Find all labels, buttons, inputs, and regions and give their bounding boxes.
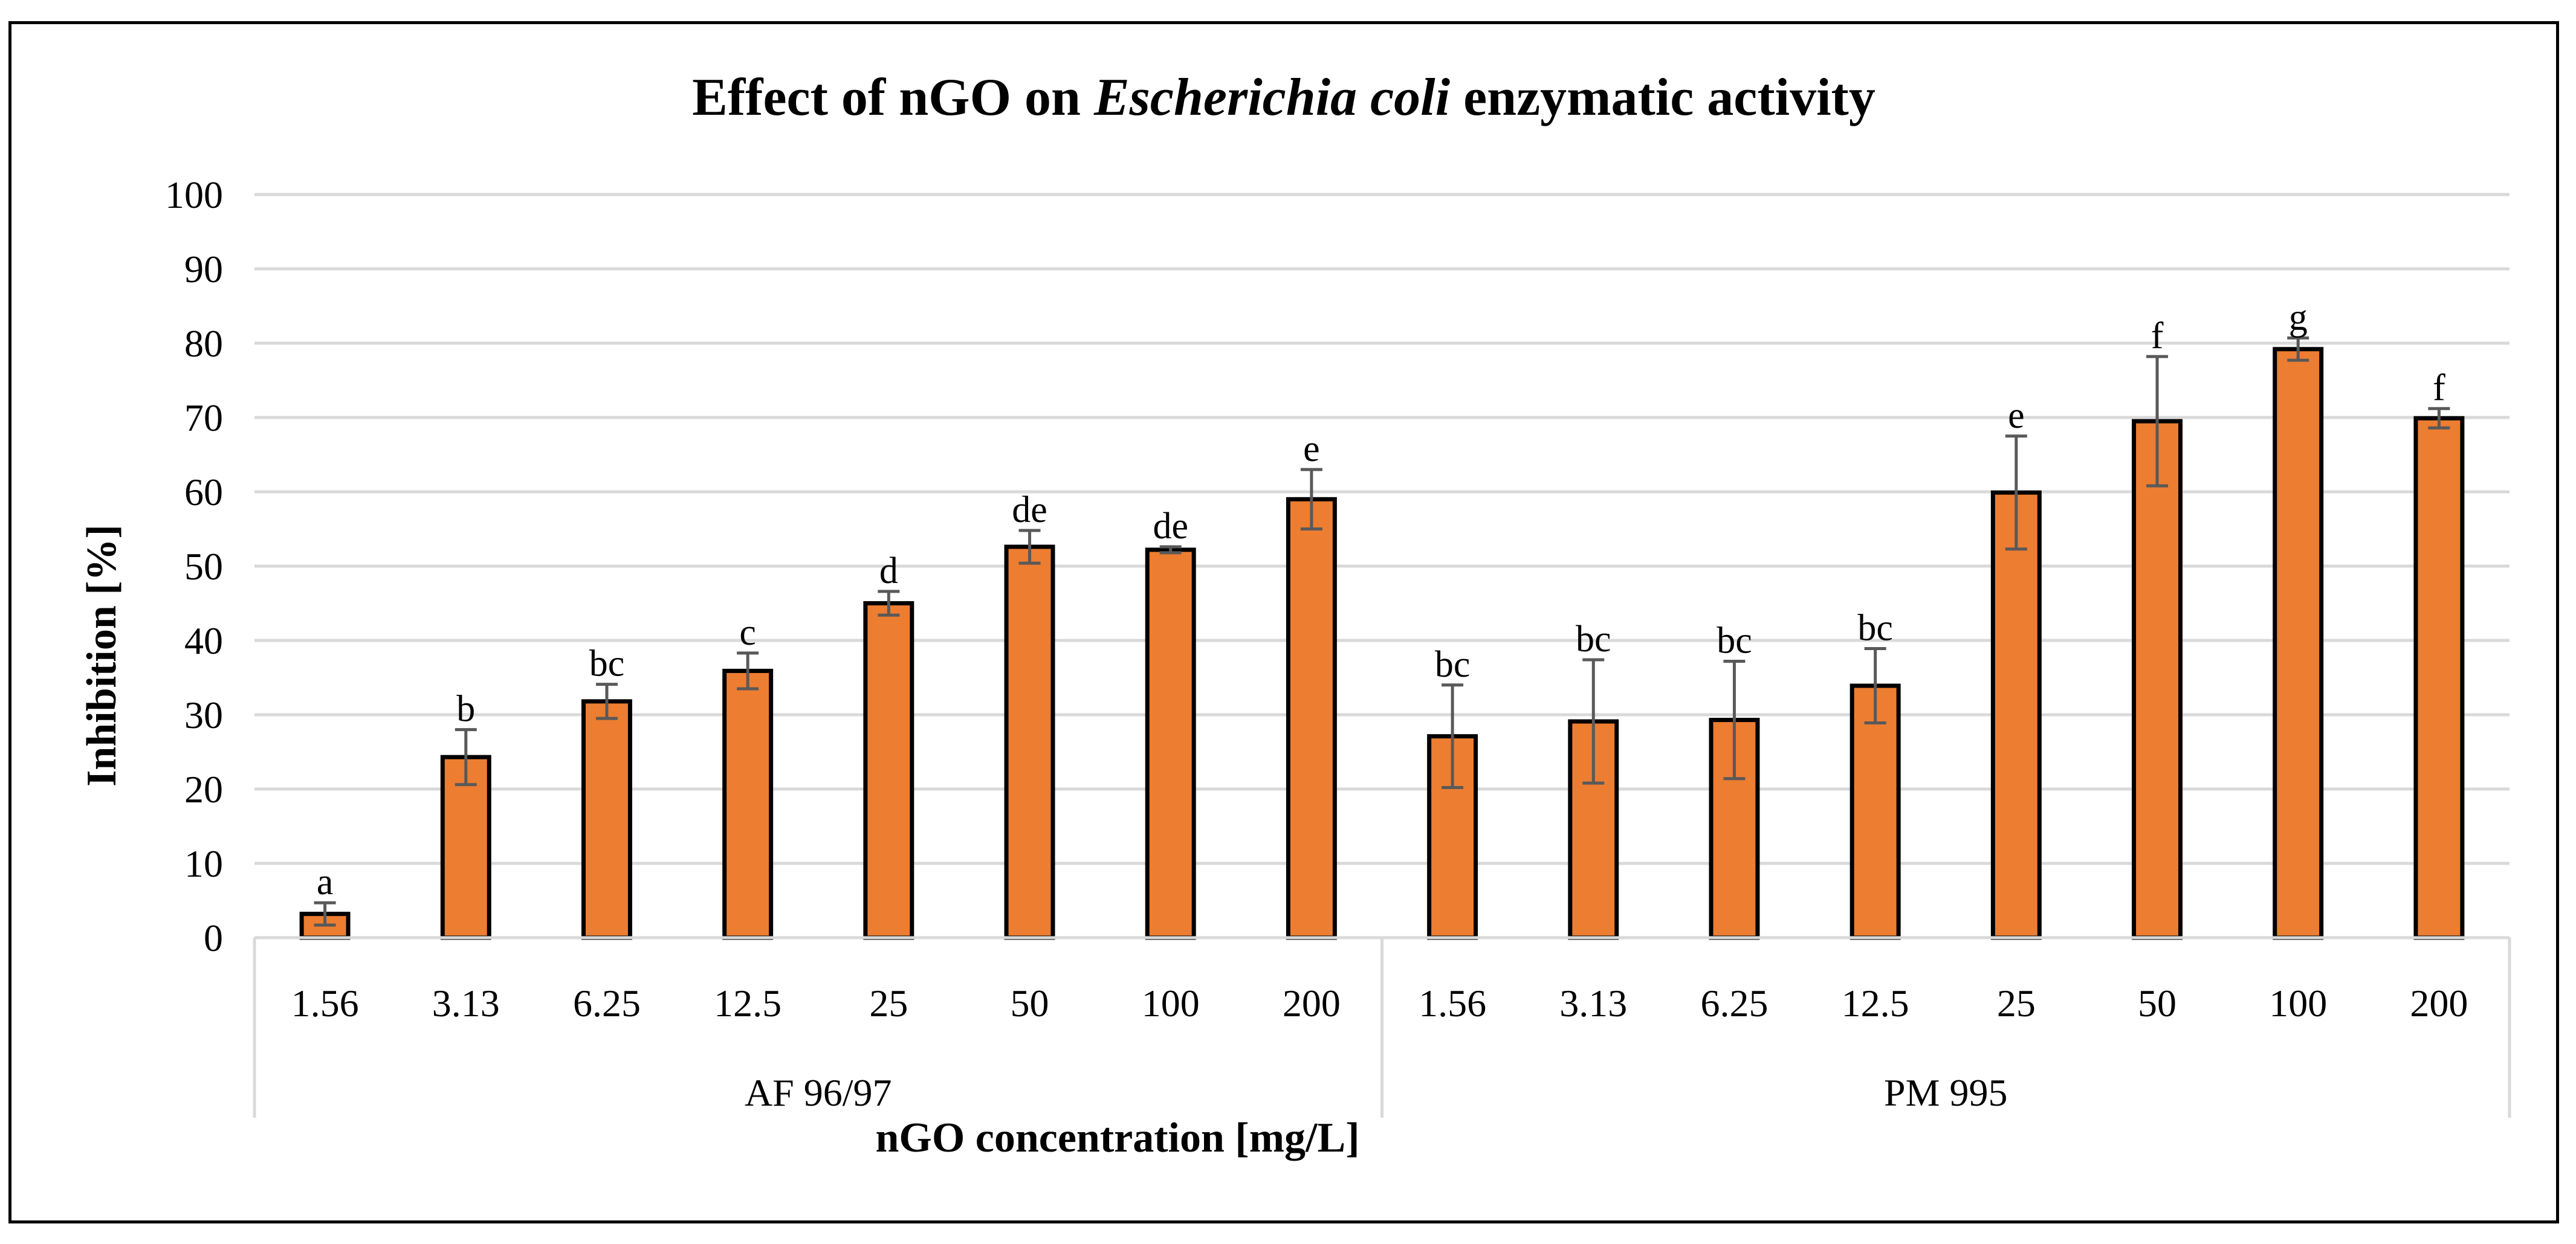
bar — [1286, 497, 1337, 940]
x-tick-label: 25 — [869, 982, 908, 1025]
y-tick-label: 40 — [184, 619, 223, 662]
chart-title-part-1: Effect of nGO on — [692, 68, 1094, 127]
significance-letter: de — [1153, 506, 1188, 547]
x-tick-label: 50 — [2138, 982, 2176, 1025]
bar — [722, 668, 774, 940]
y-axis-title: Inhibition [%] — [79, 524, 125, 787]
error-bar — [314, 901, 336, 927]
chart-svg: Effect of nGO on Escherichia coli enzyma… — [79, 68, 2511, 1161]
y-tick-label: 100 — [165, 173, 223, 216]
error-bar — [1723, 659, 1746, 781]
error-bar — [1018, 529, 1041, 565]
y-tick-label: 10 — [184, 842, 223, 885]
bar — [2413, 416, 2465, 940]
significance-letter: g — [2289, 297, 2308, 338]
error-bar — [878, 590, 900, 617]
significance-letter: bc — [1576, 619, 1611, 660]
significance-letter: b — [456, 689, 475, 730]
bar — [1004, 544, 1055, 940]
significance-letter: d — [879, 550, 898, 591]
x-tick-label: 200 — [2410, 982, 2468, 1025]
y-tick-label: 80 — [184, 322, 223, 365]
x-tick-label: 200 — [1283, 982, 1341, 1025]
significance-letter: e — [1303, 428, 1320, 469]
bar — [1849, 683, 1901, 940]
error-bar — [2428, 407, 2450, 430]
x-tick-label: 1.56 — [291, 982, 359, 1025]
chart-title: Effect of nGO on Escherichia coli enzyma… — [692, 68, 1875, 127]
x-tick-label: 6.25 — [573, 982, 641, 1025]
error-bar — [1442, 683, 1464, 790]
significance-letter: e — [2008, 395, 2025, 436]
error-bar — [1300, 468, 1322, 530]
chart-title-organism: Escherichia coli — [1093, 68, 1451, 127]
significance-letter: bc — [1435, 644, 1471, 685]
error-bar — [2005, 434, 2027, 551]
error-bar — [1582, 658, 1605, 785]
y-tick-label: 50 — [184, 545, 223, 588]
error-bar — [737, 651, 759, 691]
x-axis: 1.56 3.13 6.25 12.5 25 50 100 200 AF 96/97 1.56 3.… — [253, 936, 2511, 1118]
significance-letter: f — [2151, 315, 2164, 356]
bar — [2132, 419, 2183, 940]
x-axis-title: nGO concentration [mg/L] — [875, 1115, 1359, 1161]
x-tick-label: 6.25 — [1700, 982, 1768, 1025]
error-bar — [2146, 355, 2169, 488]
chart-title-part-3: enzymatic activity — [1450, 68, 1875, 127]
significance-letter: f — [2433, 367, 2445, 408]
error-bar — [2287, 336, 2309, 362]
bar — [1145, 547, 1196, 940]
group-label: AF 96/97 — [745, 1071, 892, 1114]
x-tick-label: 50 — [1011, 982, 1049, 1025]
significance-letter: bc — [1717, 620, 1752, 661]
x-tick-label: 1.56 — [1419, 982, 1486, 1025]
significance-letter: bc — [589, 643, 625, 685]
error-bars — [314, 336, 2450, 927]
bars — [299, 347, 2465, 940]
significance-letter: de — [1012, 489, 1047, 530]
group-label: PM 995 — [1884, 1071, 2008, 1114]
y-tick-label: 0 — [204, 917, 223, 959]
significance-letter: bc — [1857, 608, 1893, 649]
error-bar — [1159, 545, 1182, 555]
significance-letter: c — [739, 612, 756, 653]
bar — [863, 601, 914, 940]
x-tick-label: 100 — [1142, 982, 1200, 1025]
x-tick-label: 12.5 — [714, 982, 782, 1025]
x-tick-label: 12.5 — [1842, 982, 1909, 1025]
error-bar — [455, 728, 477, 787]
bar — [2273, 347, 2324, 940]
bar — [1990, 490, 2042, 940]
x-tick-label: 100 — [2269, 982, 2327, 1025]
significance-letters: a b bc c d de de e bc bc bc bc e f g f — [317, 297, 2445, 903]
y-tick-label: 20 — [184, 768, 223, 811]
x-tick-label: 3.13 — [1559, 982, 1627, 1025]
y-tick-label: 70 — [184, 396, 223, 439]
x-tick-label: 3.13 — [432, 982, 500, 1025]
y-axis-ticks: 0 10 20 30 40 50 60 70 80 90 100 — [165, 173, 223, 959]
error-bar — [595, 683, 618, 720]
y-tick-label: 30 — [184, 694, 223, 736]
error-bar — [1864, 647, 1886, 725]
significance-letter: a — [317, 862, 334, 903]
bar — [581, 699, 632, 940]
y-tick-label: 90 — [184, 248, 223, 291]
y-tick-label: 60 — [184, 471, 223, 514]
x-tick-label: 25 — [1997, 982, 2036, 1025]
chart-frame: Effect of nGO on Escherichia coli enzyma… — [8, 21, 2559, 1223]
